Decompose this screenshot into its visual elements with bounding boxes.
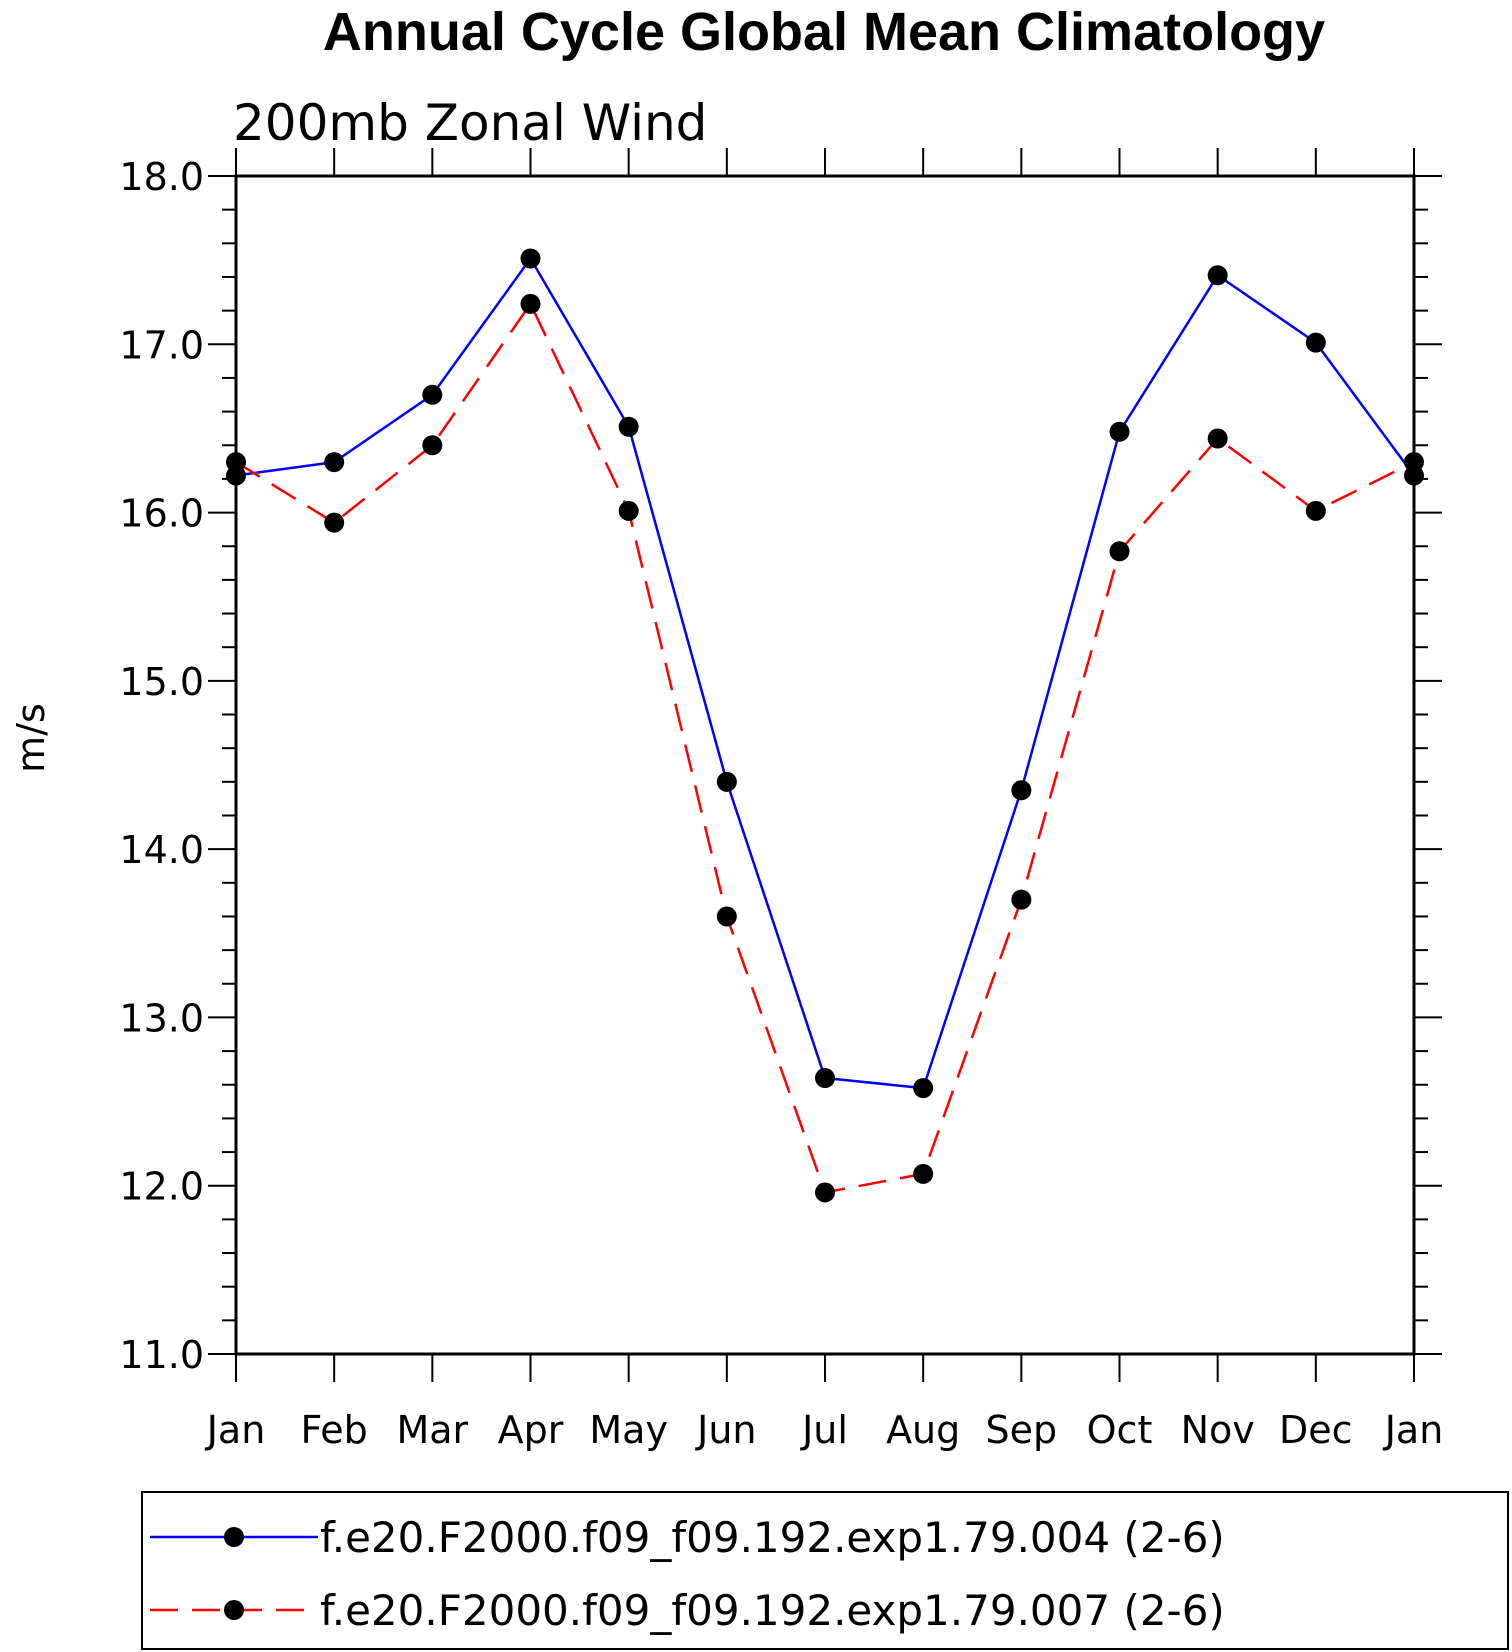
x-tick-label: Oct	[1087, 1408, 1153, 1452]
data-point-series-2	[618, 500, 639, 521]
data-point-series-1	[1011, 780, 1032, 801]
x-tick-label: Jul	[800, 1408, 848, 1452]
data-point-series-2	[1011, 889, 1032, 910]
data-point-series-1	[520, 248, 541, 269]
data-point-series-1	[1109, 421, 1130, 442]
data-point-series-2	[324, 512, 345, 533]
y-tick-label: 18.0	[119, 155, 204, 199]
data-point-series-2	[1305, 500, 1326, 521]
x-tick-label: Jan	[205, 1408, 266, 1452]
data-point-series-2	[815, 1182, 835, 1203]
data-point-series-1	[324, 452, 345, 473]
data-point-series-1	[815, 1068, 835, 1089]
x-tick-label: Nov	[1181, 1408, 1255, 1452]
x-tick-label: Jun	[695, 1408, 756, 1452]
data-point-series-1	[913, 1078, 934, 1099]
y-tick-label: 16.0	[119, 492, 204, 536]
legend: f.e20.F2000.f09_f09.192.exp1.79.004 (2-6…	[141, 1491, 1509, 1650]
x-tick-label: Feb	[301, 1408, 368, 1452]
y-tick-label: 11.0	[119, 1333, 204, 1377]
data-point-series-2	[1109, 541, 1130, 562]
data-point-series-1	[1207, 265, 1228, 286]
data-point-series-1	[1305, 332, 1326, 353]
series-markers	[226, 248, 1424, 1203]
legend-box	[141, 1491, 1509, 1650]
x-tick-labels: Jan Feb Mar Apr May Jun Jul Aug Sep Oct Nov Dec Jan	[205, 1408, 1444, 1452]
x-tick-label: May	[589, 1408, 668, 1452]
data-point-series-1	[618, 416, 639, 437]
y-tick-label: 14.0	[119, 828, 204, 872]
x-tick-label: Aug	[886, 1408, 960, 1452]
x-tick-label: Jan	[1383, 1408, 1444, 1452]
data-point-series-2	[1207, 428, 1228, 449]
series-line-1	[235, 257, 1416, 1090]
series-line-2	[235, 302, 1415, 1194]
legend-marker-2	[224, 1600, 244, 1620]
legend-marker-1	[224, 1527, 244, 1547]
y-tick-label: 12.0	[119, 1165, 204, 1209]
plot-frame	[234, 174, 1416, 1356]
x-tick-label: Sep	[986, 1408, 1058, 1452]
legend-label-1: f.e20.F2000.f09_f09.192.exp1.79.004 (2-6…	[320, 1513, 1225, 1562]
data-point-series-2	[913, 1163, 934, 1184]
data-point-series-2	[520, 293, 541, 314]
x-tick-label: Mar	[396, 1408, 468, 1452]
chart-title: Annual Cycle Global Mean Climatology	[323, 2, 1325, 62]
axis-ticks	[208, 148, 1442, 1382]
data-point-series-1	[716, 771, 737, 792]
legend-label-2: f.e20.F2000.f09_f09.192.exp1.79.007 (2-6…	[320, 1586, 1225, 1635]
data-point-series-2	[716, 906, 737, 927]
y-tick-labels: 11.0 12.0 13.0 14.0 15.0 16.0 17.0 18.0	[119, 155, 204, 1377]
x-tick-label: Apr	[498, 1408, 564, 1452]
data-point-series-1	[422, 384, 443, 405]
chart-subtitle: 200mb Zonal Wind	[233, 94, 707, 152]
y-axis-label: m/s	[9, 703, 53, 773]
y-tick-label: 13.0	[119, 996, 204, 1040]
y-tick-label: 17.0	[119, 323, 204, 367]
data-point-series-2	[422, 435, 443, 456]
x-tick-label: Dec	[1279, 1408, 1353, 1452]
y-tick-label: 15.0	[119, 660, 204, 704]
series-lines	[235, 257, 1416, 1194]
